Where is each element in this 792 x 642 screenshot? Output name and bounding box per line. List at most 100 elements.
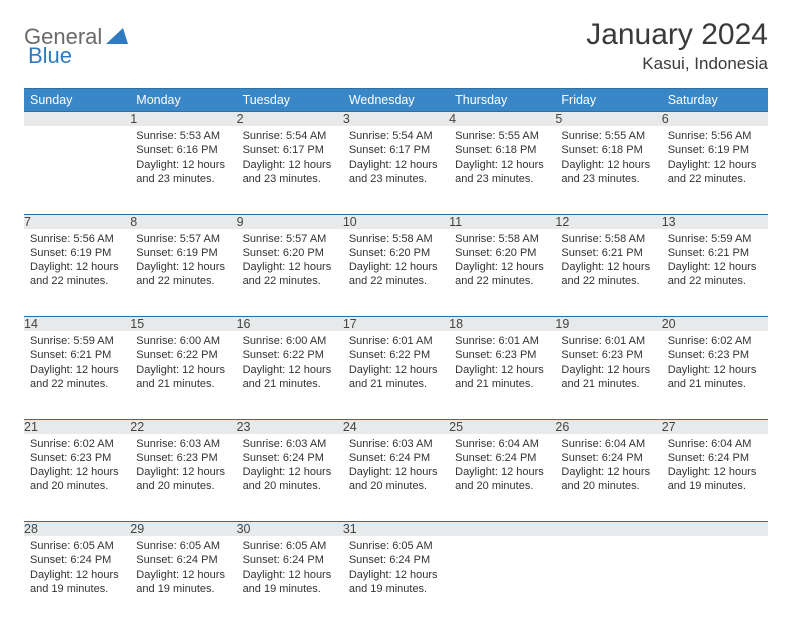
sunset-text: Sunset: 6:24 PM	[668, 451, 762, 465]
day-number: 15	[130, 317, 236, 332]
sunrise-text: Sunrise: 6:03 AM	[243, 437, 337, 451]
day-number: 25	[449, 419, 555, 434]
day-number: 18	[449, 317, 555, 332]
sunrise-text: Sunrise: 5:54 AM	[349, 129, 443, 143]
day-number	[555, 522, 661, 537]
day-details: Sunrise: 6:05 AMSunset: 6:24 PMDaylight:…	[24, 536, 130, 602]
sunset-text: Sunset: 6:17 PM	[349, 143, 443, 157]
sunrise-text: Sunrise: 5:59 AM	[30, 334, 124, 348]
daylight-text: Daylight: 12 hours and 21 minutes.	[243, 363, 337, 392]
day-cell: Sunrise: 6:03 AMSunset: 6:23 PMDaylight:…	[130, 434, 236, 522]
daylight-text: Daylight: 12 hours and 21 minutes.	[136, 363, 230, 392]
day-details: Sunrise: 6:05 AMSunset: 6:24 PMDaylight:…	[343, 536, 449, 602]
sunset-text: Sunset: 6:21 PM	[561, 246, 655, 260]
day-cell: Sunrise: 6:05 AMSunset: 6:24 PMDaylight:…	[343, 536, 449, 624]
daynum-row: 78910111213	[24, 214, 768, 229]
day-details: Sunrise: 5:53 AMSunset: 6:16 PMDaylight:…	[130, 126, 236, 192]
sunset-text: Sunset: 6:18 PM	[455, 143, 549, 157]
daylight-text: Daylight: 12 hours and 20 minutes.	[243, 465, 337, 494]
day-number	[24, 112, 130, 127]
daylight-text: Daylight: 12 hours and 23 minutes.	[136, 158, 230, 187]
header: General January 2024 Kasui, Indonesia	[24, 18, 768, 74]
daylight-text: Daylight: 12 hours and 19 minutes.	[136, 568, 230, 597]
day-details: Sunrise: 6:04 AMSunset: 6:24 PMDaylight:…	[449, 434, 555, 500]
sunset-text: Sunset: 6:18 PM	[561, 143, 655, 157]
sunrise-text: Sunrise: 5:54 AM	[243, 129, 337, 143]
daylight-text: Daylight: 12 hours and 22 minutes.	[455, 260, 549, 289]
daylight-text: Daylight: 12 hours and 20 minutes.	[561, 465, 655, 494]
sunrise-text: Sunrise: 6:05 AM	[136, 539, 230, 553]
sunrise-text: Sunrise: 6:01 AM	[349, 334, 443, 348]
daylight-text: Daylight: 12 hours and 20 minutes.	[136, 465, 230, 494]
daylight-text: Daylight: 12 hours and 22 minutes.	[243, 260, 337, 289]
day-number: 20	[662, 317, 768, 332]
weekday-header: Thursday	[449, 89, 555, 112]
day-cell: Sunrise: 6:03 AMSunset: 6:24 PMDaylight:…	[237, 434, 343, 522]
sunrise-text: Sunrise: 6:04 AM	[668, 437, 762, 451]
daylight-text: Daylight: 12 hours and 22 minutes.	[30, 260, 124, 289]
day-details: Sunrise: 5:58 AMSunset: 6:20 PMDaylight:…	[343, 229, 449, 295]
day-cell: Sunrise: 5:55 AMSunset: 6:18 PMDaylight:…	[555, 126, 661, 214]
day-details: Sunrise: 6:02 AMSunset: 6:23 PMDaylight:…	[24, 434, 130, 500]
sunrise-text: Sunrise: 6:04 AM	[561, 437, 655, 451]
day-details	[555, 536, 661, 545]
sunrise-text: Sunrise: 6:05 AM	[30, 539, 124, 553]
sunrise-text: Sunrise: 6:04 AM	[455, 437, 549, 451]
day-number: 30	[237, 522, 343, 537]
sunset-text: Sunset: 6:22 PM	[136, 348, 230, 362]
logo-triangle-icon	[106, 26, 128, 49]
sunset-text: Sunset: 6:23 PM	[561, 348, 655, 362]
day-details: Sunrise: 5:58 AMSunset: 6:20 PMDaylight:…	[449, 229, 555, 295]
sunrise-text: Sunrise: 5:59 AM	[668, 232, 762, 246]
day-number: 19	[555, 317, 661, 332]
sunset-text: Sunset: 6:23 PM	[136, 451, 230, 465]
day-details: Sunrise: 6:01 AMSunset: 6:23 PMDaylight:…	[555, 331, 661, 397]
calendar-body: 123456Sunrise: 5:53 AMSunset: 6:16 PMDay…	[24, 112, 768, 625]
day-cell: Sunrise: 5:56 AMSunset: 6:19 PMDaylight:…	[662, 126, 768, 214]
sunset-text: Sunset: 6:24 PM	[136, 553, 230, 567]
day-cell: Sunrise: 6:04 AMSunset: 6:24 PMDaylight:…	[662, 434, 768, 522]
sunset-text: Sunset: 6:21 PM	[668, 246, 762, 260]
calendar-page: General January 2024 Kasui, Indonesia Bl…	[0, 0, 792, 642]
daylight-text: Daylight: 12 hours and 21 minutes.	[668, 363, 762, 392]
daylight-text: Daylight: 12 hours and 19 minutes.	[668, 465, 762, 494]
day-details: Sunrise: 6:01 AMSunset: 6:23 PMDaylight:…	[449, 331, 555, 397]
sunrise-text: Sunrise: 6:05 AM	[349, 539, 443, 553]
daynum-row: 14151617181920	[24, 317, 768, 332]
day-cell: Sunrise: 5:53 AMSunset: 6:16 PMDaylight:…	[130, 126, 236, 214]
sunset-text: Sunset: 6:24 PM	[349, 451, 443, 465]
day-number: 11	[449, 214, 555, 229]
daylight-text: Daylight: 12 hours and 23 minutes.	[455, 158, 549, 187]
day-cell: Sunrise: 6:01 AMSunset: 6:23 PMDaylight:…	[555, 331, 661, 419]
daylight-text: Daylight: 12 hours and 22 minutes.	[349, 260, 443, 289]
day-details: Sunrise: 5:58 AMSunset: 6:21 PMDaylight:…	[555, 229, 661, 295]
sunset-text: Sunset: 6:19 PM	[668, 143, 762, 157]
daylight-text: Daylight: 12 hours and 20 minutes.	[349, 465, 443, 494]
sunrise-text: Sunrise: 5:57 AM	[243, 232, 337, 246]
day-cell: Sunrise: 5:57 AMSunset: 6:19 PMDaylight:…	[130, 229, 236, 317]
day-number: 3	[343, 112, 449, 127]
day-cell: Sunrise: 5:54 AMSunset: 6:17 PMDaylight:…	[343, 126, 449, 214]
day-number: 27	[662, 419, 768, 434]
day-number: 2	[237, 112, 343, 127]
day-details: Sunrise: 6:02 AMSunset: 6:23 PMDaylight:…	[662, 331, 768, 397]
sunset-text: Sunset: 6:20 PM	[349, 246, 443, 260]
daylight-text: Daylight: 12 hours and 19 minutes.	[349, 568, 443, 597]
sunset-text: Sunset: 6:24 PM	[561, 451, 655, 465]
weekday-header-row: Sunday Monday Tuesday Wednesday Thursday…	[24, 89, 768, 112]
logo-text-blue: Blue	[28, 43, 72, 68]
sunrise-text: Sunrise: 5:56 AM	[30, 232, 124, 246]
day-details: Sunrise: 5:55 AMSunset: 6:18 PMDaylight:…	[449, 126, 555, 192]
daylight-text: Daylight: 12 hours and 23 minutes.	[243, 158, 337, 187]
location: Kasui, Indonesia	[586, 54, 768, 74]
day-cell	[24, 126, 130, 214]
sunset-text: Sunset: 6:19 PM	[30, 246, 124, 260]
sunrise-text: Sunrise: 6:03 AM	[136, 437, 230, 451]
day-number: 13	[662, 214, 768, 229]
day-number: 14	[24, 317, 130, 332]
sunset-text: Sunset: 6:17 PM	[243, 143, 337, 157]
daynum-row: 21222324252627	[24, 419, 768, 434]
day-cell: Sunrise: 6:01 AMSunset: 6:23 PMDaylight:…	[449, 331, 555, 419]
daylight-text: Daylight: 12 hours and 19 minutes.	[30, 568, 124, 597]
day-details: Sunrise: 6:03 AMSunset: 6:24 PMDaylight:…	[343, 434, 449, 500]
